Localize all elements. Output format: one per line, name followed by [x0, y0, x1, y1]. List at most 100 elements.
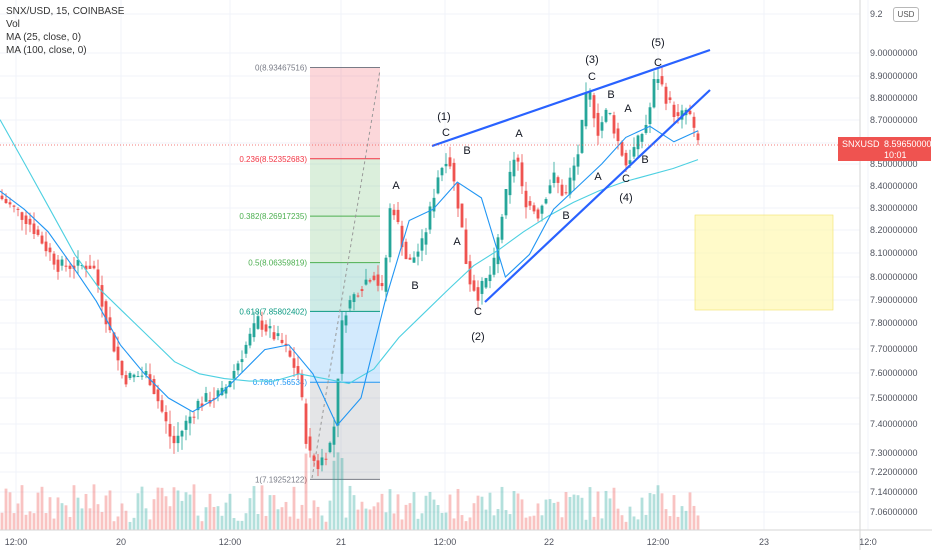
volume-bar — [564, 492, 568, 530]
candle-body — [668, 97, 672, 100]
ma-100-indicator[interactable]: MA (100, close, 0) — [6, 45, 87, 56]
price-tick-label: 7.70000000 — [870, 344, 918, 354]
volume-bar — [588, 487, 592, 530]
candle-body — [368, 280, 372, 282]
wave-label: B — [411, 280, 418, 292]
volume-bar — [112, 521, 116, 530]
candle-body — [260, 320, 264, 330]
candle-body — [256, 316, 260, 329]
volume-bar — [292, 486, 296, 530]
chart-legend: SNX/USD, 15, COINBASE Vol MA (25, close,… — [6, 5, 124, 57]
candle-body — [552, 172, 556, 183]
volume-bar — [300, 504, 304, 530]
fib-level-label: 0.618(7.85802402) — [239, 307, 307, 316]
volume-bar — [36, 492, 40, 530]
candle-body — [92, 265, 96, 269]
fib-zone — [310, 216, 380, 263]
candle-body — [72, 265, 76, 269]
volume-bar — [164, 496, 168, 530]
candle-body — [392, 209, 396, 216]
candle-body — [592, 95, 596, 119]
currency-badge[interactable]: USD — [893, 7, 919, 22]
time-tick-label: 22 — [544, 537, 554, 547]
symbol-title[interactable]: SNX/USD, 15, COINBASE — [6, 6, 125, 17]
candle-body — [532, 205, 536, 212]
volume-bar — [340, 458, 344, 530]
candle-body — [428, 206, 432, 230]
candle-body — [60, 259, 64, 266]
volume-bar — [156, 487, 160, 530]
candle-body — [252, 323, 256, 338]
candle-body — [492, 257, 496, 275]
candle-body — [296, 366, 300, 375]
volume-bar — [148, 519, 152, 530]
volume-bar — [336, 452, 340, 530]
candle-body — [540, 205, 544, 214]
candle-body — [580, 119, 584, 153]
candle-body — [608, 112, 612, 114]
volume-bar — [44, 513, 48, 530]
volume-bar — [252, 486, 256, 530]
volume-bar — [100, 511, 104, 530]
volume-bar — [116, 516, 120, 530]
volume-bar — [184, 492, 188, 530]
volume-bar — [400, 519, 404, 530]
candle-body — [372, 275, 376, 280]
volume-bar — [128, 521, 132, 530]
volume-indicator[interactable]: Vol — [6, 19, 20, 30]
volume-bar — [492, 515, 496, 530]
volume-bar — [688, 492, 692, 530]
volume-bar — [120, 503, 124, 530]
last-price-countdown: 10:01 — [884, 150, 907, 160]
candle-body — [168, 423, 172, 437]
candle-body — [140, 375, 144, 377]
candle-body — [224, 387, 228, 394]
wave-label: A — [594, 171, 602, 183]
volume-bar — [456, 488, 460, 530]
volume-bar — [172, 487, 176, 530]
candle-body — [508, 171, 512, 196]
volume-bar — [432, 499, 436, 530]
fib-zone — [310, 158, 380, 217]
wave-label: B — [463, 145, 470, 157]
lower-trendline[interactable] — [484, 89, 711, 303]
volume-bar — [12, 513, 16, 530]
volume-bar — [676, 516, 680, 530]
price-tick-label: 8.40000000 — [870, 181, 918, 191]
volume-bar — [408, 503, 412, 530]
target-zone[interactable] — [694, 214, 834, 311]
candle-body — [412, 257, 416, 263]
volume-bar — [204, 507, 208, 530]
volume-bar — [552, 502, 556, 530]
upper-trendline[interactable] — [431, 48, 711, 148]
candle-body — [692, 116, 696, 128]
fib-level-label: 0.236(8.52352683) — [239, 155, 307, 164]
volume-bar — [200, 521, 204, 530]
volume-bar — [4, 488, 8, 530]
volume-bar — [232, 518, 236, 530]
volume-bar — [96, 504, 100, 530]
volume-bar — [628, 506, 632, 530]
volume-bar — [396, 494, 400, 530]
candle-body — [584, 93, 588, 127]
candle-body — [84, 265, 88, 270]
candle-body — [280, 339, 284, 343]
volume-bar — [64, 505, 68, 530]
volume-bar — [644, 514, 648, 530]
candle-body — [236, 363, 240, 371]
candle-body — [468, 261, 472, 285]
volume-bar — [484, 509, 488, 530]
candle-body — [548, 185, 552, 194]
volume-bar — [608, 498, 612, 530]
volume-bar — [52, 518, 56, 530]
price-tick-label: 8.70000000 — [870, 115, 918, 125]
time-tick-label: 12:00 — [5, 537, 28, 547]
fibonacci-retracement[interactable]: 0(8.93467516) 0.236(8.52352683) 0.382(8.26… — [239, 64, 381, 485]
candle-body — [560, 184, 564, 196]
candle-body — [652, 79, 656, 108]
volume-bar — [256, 514, 260, 530]
ma-25-indicator[interactable]: MA (25, close, 0) — [6, 32, 82, 43]
volume-bar — [32, 513, 36, 530]
candle-body — [396, 209, 400, 223]
